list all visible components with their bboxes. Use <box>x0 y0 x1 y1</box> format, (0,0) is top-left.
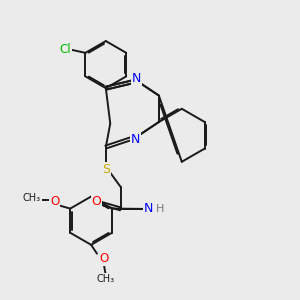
Text: O: O <box>100 252 109 265</box>
Text: H: H <box>156 204 164 214</box>
Text: CH₃: CH₃ <box>97 274 115 284</box>
Text: N: N <box>144 202 153 215</box>
Text: CH₃: CH₃ <box>23 193 41 203</box>
Text: N: N <box>130 133 140 146</box>
Text: S: S <box>102 163 110 176</box>
Text: O: O <box>92 195 101 208</box>
Text: Cl: Cl <box>60 44 71 56</box>
Text: O: O <box>50 195 59 208</box>
Text: N: N <box>131 72 141 85</box>
